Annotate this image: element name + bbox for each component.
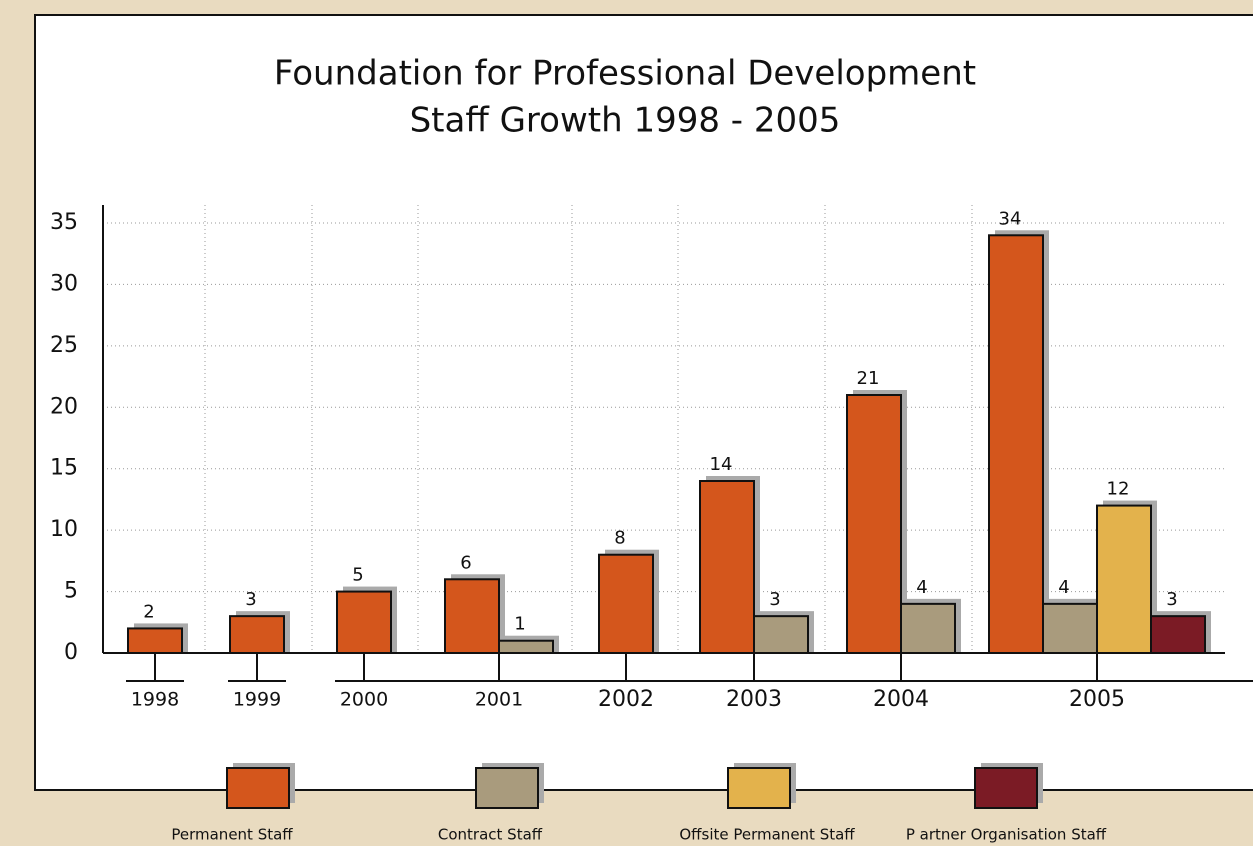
legend-swatch [475,767,539,809]
bar [1096,504,1152,655]
bar [598,553,654,655]
bar [699,480,755,654]
value-label: 3 [245,589,256,610]
panel [34,14,1253,791]
bar [444,578,500,654]
legend-label: Contract Staff [438,826,543,844]
legend-label: P artner Organisation Staff [906,826,1107,844]
value-label: 34 [999,208,1022,229]
y-tick-label: 25 [50,333,78,358]
legend-label: Permanent Staff [171,826,293,844]
bar [1042,602,1098,654]
value-label: 1 [514,614,525,635]
x-tick-label: 2003 [726,687,782,712]
legend-swatch [974,767,1038,809]
x-tick-label: 2000 [340,689,388,711]
legend-swatch [226,767,290,809]
y-tick-label: 30 [50,271,78,296]
value-label: 21 [857,368,880,389]
chart-title: Foundation for Professional Development [274,54,976,94]
y-tick-label: 20 [50,394,78,419]
y-tick-label: 15 [50,456,78,481]
legend-swatch [727,767,791,809]
x-tick-label: 2001 [475,689,523,711]
bar [336,590,392,654]
bar [498,639,554,655]
y-tick-label: 0 [64,640,78,665]
x-tick-label: 1998 [131,689,179,711]
bar [846,394,902,654]
value-label: 3 [1166,589,1177,610]
bar [229,615,285,655]
bar [127,627,183,655]
value-label: 12 [1107,479,1130,500]
value-label: 4 [916,577,927,598]
y-tick-label: 5 [64,579,78,604]
value-label: 2 [143,601,154,622]
value-label: 4 [1058,577,1069,598]
bar [1150,615,1206,655]
x-tick-label: 2002 [598,687,654,712]
y-tick-label: 10 [50,517,78,542]
x-tick-label: 2004 [873,687,929,712]
x-tick-label: 2005 [1069,687,1125,712]
legend-label: Offsite Permanent Staff [679,826,855,844]
value-label: 8 [614,528,625,549]
value-label: 5 [352,565,363,586]
x-tick-label: 1999 [233,689,281,711]
chart-subtitle: Staff Growth 1998 - 2005 [410,101,841,141]
bar [988,234,1044,655]
value-label: 14 [710,454,733,475]
value-label: 3 [769,589,780,610]
bar [900,602,956,654]
y-tick-label: 35 [50,210,78,235]
bar [753,615,809,655]
value-label: 6 [460,552,471,573]
